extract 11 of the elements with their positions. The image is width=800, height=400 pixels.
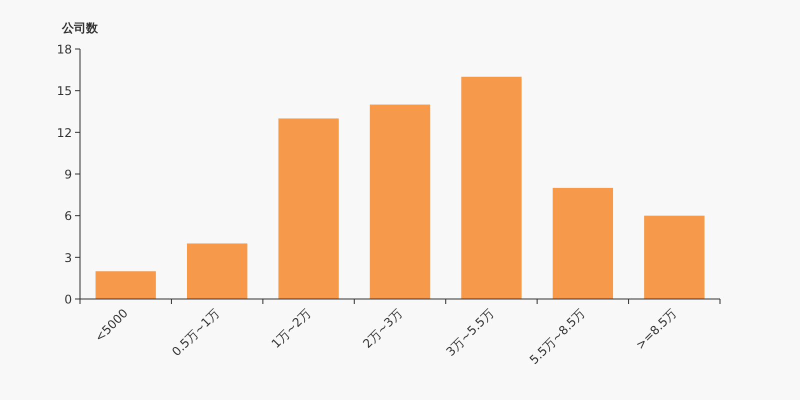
y-tick-label: 9: [64, 168, 72, 182]
x-tick-label: 1万~2万: [268, 306, 314, 351]
y-tick-label: 6: [64, 209, 72, 224]
y-axis-title: 公司数: [61, 21, 99, 35]
y-tick-label: 12: [56, 126, 72, 140]
x-tick-label: 2万~3万: [360, 306, 405, 351]
y-tick-label: 18: [56, 42, 72, 56]
y-tick-label: 3: [64, 250, 72, 265]
y-tick-label: 0: [64, 292, 72, 306]
y-tick-label: 15: [56, 84, 72, 98]
x-tick-label: 0.5万~1万: [169, 306, 222, 359]
